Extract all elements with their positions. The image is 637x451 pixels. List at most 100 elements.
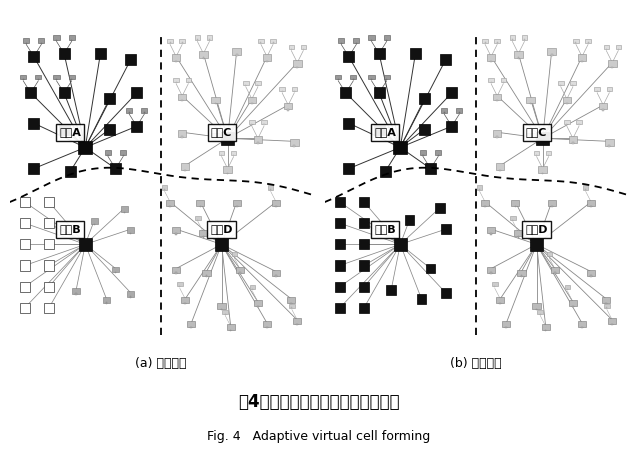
Bar [355,43,357,44]
Bar [547,48,556,55]
Bar [585,38,590,42]
Bar [612,324,613,325]
Bar [122,155,124,156]
Bar [41,43,42,44]
Bar [252,289,253,290]
Bar [71,40,72,41]
Bar [554,272,555,274]
Bar [386,40,387,41]
Bar [590,276,592,277]
Bar [188,82,189,83]
Bar [110,163,121,174]
Text: 親機B: 親機B [59,224,81,234]
Bar [233,48,241,55]
Bar [441,224,450,234]
Bar [524,39,525,41]
Bar [496,163,505,170]
Bar [456,108,462,113]
Bar [526,97,534,103]
Bar [334,303,345,313]
Bar [221,155,222,156]
Bar [581,327,583,328]
Bar [374,87,385,98]
Text: 親機C: 親機C [526,127,547,137]
Bar [20,303,30,313]
Bar [69,35,75,40]
Bar [44,260,54,271]
Bar [515,206,516,207]
Bar [44,239,54,249]
Bar [73,288,80,294]
Bar [502,321,510,327]
Bar [169,42,171,43]
Bar [22,79,24,80]
Bar [604,304,610,308]
Bar [438,155,439,156]
Bar [492,282,497,286]
Bar [20,197,30,207]
Bar [115,272,117,273]
Bar [266,327,268,328]
Bar [263,321,271,327]
Bar [520,276,522,277]
Bar [185,78,191,82]
Bar [530,139,531,141]
Bar [287,109,289,110]
Bar [558,81,564,85]
Bar [251,103,253,105]
Bar [20,218,30,228]
Bar [490,272,492,274]
Bar [565,285,570,290]
Bar [374,48,385,59]
Bar [583,185,589,189]
Bar [127,227,134,233]
Bar [334,239,345,249]
Bar [338,38,344,43]
Bar [44,218,54,228]
Bar [334,197,345,207]
Bar [290,49,292,50]
Bar [551,206,552,207]
Bar [530,103,531,105]
Bar [493,130,501,137]
Bar [541,324,550,330]
Bar [334,218,345,228]
Bar [227,173,229,174]
Bar [104,93,115,104]
Bar [255,81,261,85]
Bar [199,51,208,58]
Bar [257,306,259,307]
Bar [570,81,576,85]
Bar [615,45,621,49]
Bar [494,38,500,42]
Bar [482,38,488,42]
Bar [496,297,505,303]
Bar [272,270,280,276]
Bar [380,166,390,177]
Bar [590,206,592,207]
Bar [25,87,36,98]
Bar [296,67,298,68]
Bar [59,124,69,135]
Bar [387,285,396,295]
Bar [199,206,201,207]
Bar [566,103,568,105]
Bar [383,35,390,40]
Bar [127,291,134,297]
Bar [272,200,280,206]
Text: 親機D: 親機D [210,224,233,234]
Bar [585,189,586,190]
Bar [410,48,421,59]
Bar [602,297,610,303]
Bar [144,112,145,114]
Text: 親機B: 親機B [375,224,396,234]
Bar [343,163,354,174]
Bar [566,124,568,125]
Bar [562,97,571,103]
Bar [236,55,238,56]
Bar [545,330,547,331]
Bar [217,303,225,309]
Bar [383,75,390,79]
Bar [203,57,204,59]
Bar [59,87,69,98]
